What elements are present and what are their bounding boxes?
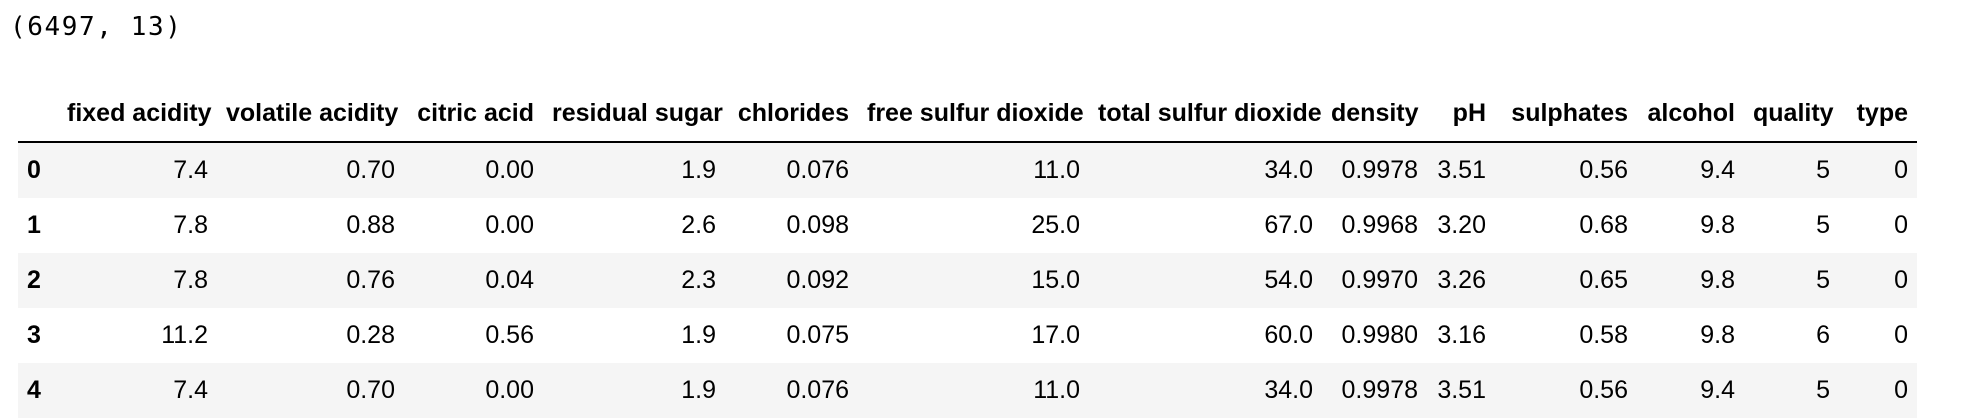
cell-value: 9.4 — [1700, 156, 1735, 184]
table-row: 3 11.2 0.28 0.56 1.9 0.075 17.0 60.0 0.9980 3.16 0… — [18, 308, 1917, 363]
cell-value: 2.6 — [681, 211, 716, 239]
cell-value: 0.58 — [1579, 321, 1628, 349]
cell-value: 25.0 — [1031, 211, 1080, 239]
column-header: fixed acidity — [58, 86, 217, 143]
cell-value: 0.70 — [346, 376, 395, 404]
cell-value: 7.8 — [173, 266, 208, 294]
table-row: 1 7.8 0.88 0.00 2.6 0.098 25.0 67.0 0.9968 3.20 0.… — [18, 198, 1917, 253]
cell-value: 11.0 — [1033, 156, 1080, 184]
cell-value: 0 — [1894, 266, 1908, 294]
cell-value: 0.76 — [346, 266, 395, 294]
column-header: density — [1322, 86, 1427, 143]
cell-value: 7.8 — [173, 211, 208, 239]
cell-value: 11.0 — [1033, 376, 1080, 404]
cell-value: 9.8 — [1700, 321, 1735, 349]
column-header: alcohol — [1637, 86, 1744, 143]
column-header: pH — [1427, 86, 1495, 143]
cell-value: 15.0 — [1031, 266, 1080, 294]
column-header: residual sugar — [543, 86, 725, 143]
cell-value: 0 — [1894, 321, 1908, 349]
dataframe-header-row: fixed acidity volatile acidity citric acid… — [18, 86, 1917, 143]
cell-value: 5 — [1816, 211, 1830, 239]
table-row: 4 7.4 0.70 0.00 1.9 0.076 11.0 34.0 0.9978 3.51 0.… — [18, 363, 1917, 418]
cell-value: 34.0 — [1264, 156, 1313, 184]
column-header: free sulfur dioxide — [858, 86, 1089, 143]
row-index: 1 — [27, 211, 41, 239]
cell-value: 0.88 — [346, 211, 395, 239]
column-header: total sulfur dioxide — [1089, 86, 1322, 143]
cell-value: 5 — [1816, 156, 1830, 184]
dataframe-body: 0 7.4 0.70 0.00 1.9 0.076 11.0 34.0 0.9978 3.51 0.… — [18, 142, 1917, 418]
row-index: 0 — [27, 156, 41, 184]
row-index: 3 — [27, 321, 41, 349]
cell-value: 0.00 — [485, 376, 534, 404]
cell-value: 0.00 — [485, 156, 534, 184]
dataframe-head: fixed acidity volatile acidity citric acid… — [18, 86, 1917, 143]
cell-value: 0.65 — [1579, 266, 1628, 294]
cell-value: 0.70 — [346, 156, 395, 184]
cell-value: 0.00 — [485, 211, 534, 239]
cell-value: 1.9 — [681, 321, 716, 349]
index-column-header — [18, 86, 58, 143]
cell-value: 0 — [1894, 156, 1908, 184]
cell-value: 60.0 — [1264, 321, 1313, 349]
dataframe-shape-output: (6497, 13) — [10, 12, 183, 42]
row-index: 2 — [27, 266, 41, 294]
row-index: 4 — [27, 376, 41, 404]
cell-value: 0.56 — [1579, 156, 1628, 184]
cell-value: 67.0 — [1264, 211, 1313, 239]
cell-value: 1.9 — [681, 376, 716, 404]
cell-value: 0.04 — [485, 266, 534, 294]
cell-value: 3.51 — [1437, 376, 1486, 404]
column-header: volatile acidity — [217, 86, 404, 143]
cell-value: 0 — [1894, 211, 1908, 239]
cell-value: 0.076 — [786, 156, 849, 184]
cell-value: 9.8 — [1700, 266, 1735, 294]
cell-value: 7.4 — [173, 156, 208, 184]
column-header: quality — [1744, 86, 1839, 143]
cell-value: 5 — [1816, 266, 1830, 294]
column-header: type — [1839, 86, 1917, 143]
column-header: citric acid — [404, 86, 543, 143]
cell-value: 0.076 — [786, 376, 849, 404]
cell-value: 34.0 — [1264, 376, 1313, 404]
cell-value: 3.20 — [1437, 211, 1486, 239]
column-header: chlorides — [725, 86, 858, 143]
cell-value: 0.28 — [346, 321, 395, 349]
cell-value: 9.4 — [1700, 376, 1735, 404]
cell-value: 3.16 — [1437, 321, 1486, 349]
cell-value: 11.2 — [161, 321, 208, 349]
cell-value: 0.092 — [786, 266, 849, 294]
cell-value: 7.4 — [173, 376, 208, 404]
table-row: 2 7.8 0.76 0.04 2.3 0.092 15.0 54.0 0.9970 3.26 0.… — [18, 253, 1917, 308]
cell-value: 9.8 — [1700, 211, 1735, 239]
cell-value: 0.9970 — [1341, 266, 1418, 294]
cell-value: 0.68 — [1579, 211, 1628, 239]
cell-value: 17.0 — [1031, 321, 1080, 349]
cell-value: 0.9978 — [1341, 376, 1418, 404]
cell-value: 0.56 — [485, 321, 534, 349]
cell-value: 6 — [1816, 321, 1830, 349]
cell-value: 0.075 — [786, 321, 849, 349]
cell-value: 0.56 — [1579, 376, 1628, 404]
cell-value: 0 — [1894, 376, 1908, 404]
column-header: sulphates — [1495, 86, 1637, 143]
cell-value: 0.9978 — [1341, 156, 1418, 184]
cell-value: 3.51 — [1437, 156, 1486, 184]
cell-value: 54.0 — [1264, 266, 1313, 294]
cell-value: 0.098 — [786, 211, 849, 239]
dataframe-table: fixed acidity volatile acidity citric acid… — [18, 86, 1917, 418]
cell-value: 2.3 — [681, 266, 716, 294]
cell-value: 5 — [1816, 376, 1830, 404]
table-row: 0 7.4 0.70 0.00 1.9 0.076 11.0 34.0 0.9978 3.51 0.… — [18, 142, 1917, 198]
cell-value: 0.9980 — [1341, 321, 1418, 349]
cell-value: 3.26 — [1437, 266, 1486, 294]
cell-value: 0.9968 — [1341, 211, 1418, 239]
cell-value: 1.9 — [681, 156, 716, 184]
